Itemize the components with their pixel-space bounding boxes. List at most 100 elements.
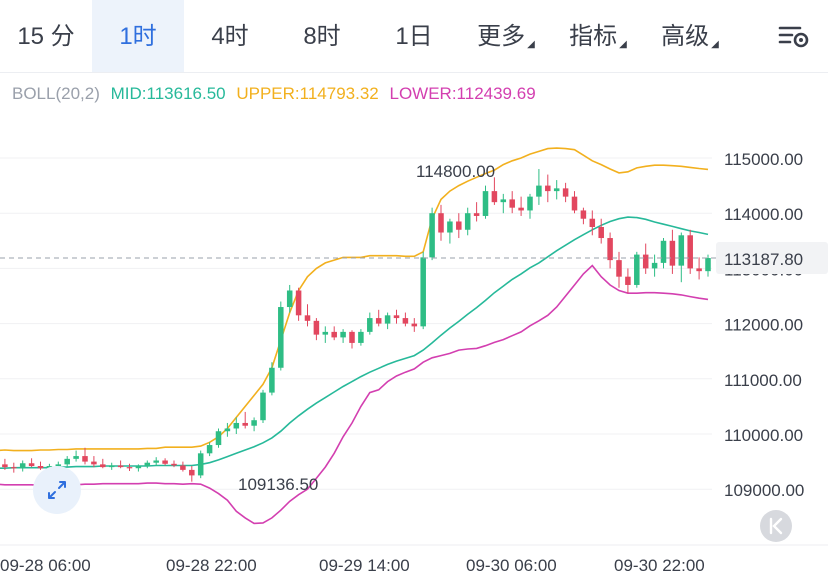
boll-indicator-legend: BOLL(20,2) MID:113616.50 UPPER:114793.32… (12, 84, 542, 104)
expand-icon (48, 481, 66, 499)
candle-body (393, 315, 400, 319)
candle-body (197, 453, 204, 476)
lower-band-line (0, 264, 709, 525)
candle-body (55, 464, 62, 467)
tab-label: 1时 (119, 23, 157, 50)
timeframe-toolbar: 15 分 1时 4时 8时 1日 更多 ◢ 指标 ◢ 高级 ◢ (0, 0, 828, 73)
boll-mid: MID:113616.50 (110, 84, 226, 103)
min-price-annotation: 109136.50 (238, 475, 318, 494)
tab-label: 更多 (477, 23, 526, 50)
y-tick-label-0: 115000.00 (724, 150, 803, 169)
candle-body (438, 213, 444, 233)
tab-label: 1日 (395, 23, 433, 50)
current-price-label: 113187.80 (724, 250, 803, 269)
candle-body (660, 240, 667, 263)
dropdown-triangle-icon: ◢ (527, 39, 535, 50)
candle-body (180, 465, 186, 470)
candle-body (242, 422, 248, 426)
chart-settings-icon[interactable] (778, 22, 810, 50)
x-tick-label-0: 09-28 06:00 (0, 556, 91, 574)
candle-body (625, 276, 631, 285)
candle-body (598, 227, 604, 239)
tab-label: 指标 (569, 23, 618, 50)
y-tick-label-6: 109000.00 (724, 481, 804, 500)
candle-body (678, 235, 685, 266)
candle-body (545, 185, 551, 192)
candle-body (233, 422, 240, 429)
candle-body (705, 258, 711, 272)
x-tick-label-4: 09-30 22:00 (614, 556, 705, 574)
candle-body (456, 221, 462, 230)
candle-body (420, 257, 426, 327)
candle-body (117, 465, 124, 468)
x-tick-label-1: 09-28 22:00 (166, 556, 257, 574)
candle-body (224, 428, 231, 432)
tab-7[interactable]: 高级 ◢ (644, 0, 736, 72)
mid-band-line (0, 216, 709, 470)
candle-body (384, 315, 391, 324)
tab-label: 15 分 (17, 23, 75, 50)
tab-label: 高级 (661, 23, 710, 50)
candle-body (527, 196, 533, 211)
candle-body (260, 392, 266, 421)
candle-body (669, 240, 676, 266)
candle-body (286, 290, 293, 308)
candle-body (64, 458, 70, 465)
dropdown-triangle-icon: ◢ (711, 39, 719, 50)
candle-body (278, 307, 284, 368)
tab-4[interactable]: 1日 (368, 0, 460, 72)
candle-body (206, 445, 213, 454)
candle-body (562, 188, 569, 197)
candle-body (108, 465, 115, 468)
boll-name: BOLL(20,2) (12, 84, 100, 103)
candle-body (153, 460, 159, 463)
candle-body (304, 315, 311, 321)
y-tick-label-1: 114000.00 (724, 205, 803, 224)
expand-button[interactable] (33, 466, 81, 514)
tab-2[interactable]: 4时 (184, 0, 276, 72)
candle-body (571, 196, 578, 211)
candle-body (251, 420, 257, 426)
tab-label: 8时 (303, 23, 341, 50)
candle-body (580, 210, 587, 219)
candle-body (91, 461, 97, 465)
dropdown-triangle-icon: ◢ (619, 39, 627, 50)
candle-body (429, 213, 435, 258)
candle-body (331, 331, 337, 338)
candle-body (269, 367, 275, 393)
tab-label: 4时 (211, 23, 249, 50)
candle-body (518, 207, 524, 211)
tab-0[interactable]: 15 分 (0, 0, 92, 72)
candle-body (46, 466, 53, 469)
candle-body (313, 320, 320, 335)
candle-body (28, 463, 35, 467)
candle-body (100, 464, 106, 468)
tab-1[interactable]: 1时 (92, 0, 184, 72)
candle-body (500, 199, 507, 203)
candle-body (464, 213, 471, 230)
candle-body (340, 331, 346, 338)
candle-body (402, 318, 409, 324)
candle-body (135, 466, 142, 469)
candle-body (162, 460, 168, 464)
tab-5[interactable]: 更多 ◢ (460, 0, 552, 72)
candle-body (634, 254, 640, 285)
candle-body (2, 464, 8, 468)
boll-upper: UPPER:114793.32 (236, 84, 379, 103)
candle-body (295, 290, 302, 316)
y-tick-label-4: 111000.00 (724, 371, 802, 390)
tab-6[interactable]: 指标 ◢ (552, 0, 644, 72)
candle-body (82, 456, 88, 462)
max-price-annotation: 114800.00 (416, 162, 495, 181)
candle-body (189, 469, 195, 476)
candle-body (11, 467, 17, 469)
tab-3[interactable]: 8时 (276, 0, 368, 72)
x-tick-label-3: 09-30 06:00 (466, 556, 557, 574)
candle-body (447, 221, 453, 233)
candle-body (536, 185, 542, 197)
candle-body (322, 331, 329, 335)
candle-body (411, 323, 418, 327)
candle-body (491, 191, 498, 203)
scroll-to-latest-button[interactable] (760, 510, 792, 542)
